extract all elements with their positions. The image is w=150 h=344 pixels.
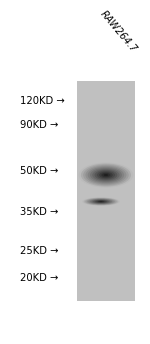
Ellipse shape (101, 173, 111, 177)
Ellipse shape (92, 169, 120, 181)
Text: 90KD →: 90KD → (20, 120, 58, 130)
Ellipse shape (88, 166, 124, 183)
Ellipse shape (83, 164, 129, 185)
Text: 120KD →: 120KD → (20, 96, 65, 106)
Ellipse shape (90, 199, 112, 204)
Ellipse shape (93, 200, 109, 203)
Ellipse shape (99, 172, 113, 178)
Ellipse shape (98, 201, 104, 202)
Text: 35KD →: 35KD → (20, 207, 58, 217)
Ellipse shape (94, 170, 117, 180)
Ellipse shape (85, 165, 126, 184)
Ellipse shape (97, 171, 115, 179)
Ellipse shape (104, 174, 108, 176)
Ellipse shape (96, 201, 106, 203)
Ellipse shape (87, 198, 115, 205)
Ellipse shape (82, 197, 120, 206)
Ellipse shape (92, 200, 110, 204)
Text: 25KD →: 25KD → (20, 246, 58, 256)
Ellipse shape (88, 199, 114, 204)
Ellipse shape (90, 168, 122, 182)
Ellipse shape (95, 200, 107, 203)
Ellipse shape (79, 162, 133, 187)
Ellipse shape (99, 201, 103, 202)
Text: 50KD →: 50KD → (20, 166, 58, 176)
Ellipse shape (81, 163, 131, 186)
Text: 20KD →: 20KD → (20, 273, 58, 283)
Bar (77, 81, 135, 301)
Ellipse shape (84, 198, 118, 205)
Ellipse shape (85, 198, 117, 205)
Text: RAW264.7: RAW264.7 (98, 9, 138, 54)
